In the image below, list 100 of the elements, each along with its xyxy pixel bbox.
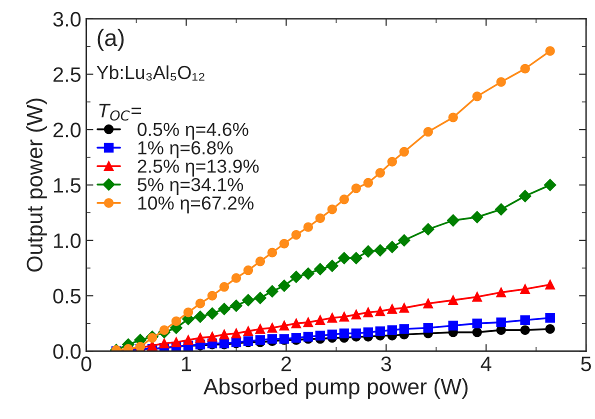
x-tick-label: 5 bbox=[581, 356, 591, 372]
point bbox=[363, 327, 374, 338]
point bbox=[243, 265, 254, 276]
point bbox=[207, 332, 218, 342]
point bbox=[327, 313, 338, 323]
legend-label: 2.5% η=13.9% bbox=[138, 160, 259, 177]
point bbox=[375, 306, 386, 316]
point bbox=[327, 204, 338, 214]
point bbox=[363, 307, 374, 318]
point bbox=[255, 324, 266, 334]
legend-label: 0.5% η=4.6% bbox=[138, 122, 248, 140]
point bbox=[545, 313, 555, 323]
point bbox=[545, 280, 555, 290]
point bbox=[171, 316, 182, 326]
point bbox=[472, 327, 482, 338]
point bbox=[147, 332, 158, 343]
x-tick-label: 4 bbox=[480, 356, 492, 372]
point bbox=[520, 315, 530, 325]
point bbox=[279, 320, 290, 331]
point bbox=[399, 303, 410, 313]
point bbox=[243, 326, 254, 336]
point bbox=[545, 324, 555, 334]
point bbox=[387, 325, 398, 335]
point bbox=[472, 318, 482, 328]
point bbox=[387, 156, 398, 167]
point bbox=[303, 332, 314, 342]
point bbox=[386, 240, 398, 254]
point bbox=[242, 294, 254, 306]
point bbox=[231, 328, 242, 338]
point bbox=[351, 328, 362, 338]
x-axis-title: Absorbed pump power (W) bbox=[203, 378, 468, 399]
point bbox=[472, 92, 482, 102]
point bbox=[472, 292, 482, 302]
point bbox=[315, 315, 326, 325]
point bbox=[291, 318, 302, 328]
point bbox=[423, 298, 433, 308]
point bbox=[496, 77, 506, 87]
legend-label: 5% η=34.1% bbox=[138, 178, 244, 195]
y-tick-label: 2.0 bbox=[54, 122, 81, 138]
point bbox=[339, 312, 350, 322]
point bbox=[351, 310, 362, 320]
point bbox=[387, 304, 398, 314]
point bbox=[448, 320, 458, 331]
point bbox=[207, 290, 218, 301]
point bbox=[448, 295, 458, 306]
point bbox=[314, 263, 326, 276]
legend-label: 10% η=67.2% bbox=[138, 196, 254, 214]
y-tick-label: 0.0 bbox=[53, 344, 81, 359]
x-tick-label: 0 bbox=[81, 356, 92, 372]
point bbox=[255, 335, 266, 345]
point bbox=[266, 285, 278, 298]
point bbox=[374, 244, 386, 256]
point bbox=[545, 46, 555, 56]
point bbox=[520, 284, 530, 294]
point bbox=[350, 252, 362, 264]
point bbox=[315, 330, 326, 340]
point bbox=[496, 317, 506, 328]
point bbox=[231, 273, 242, 283]
point bbox=[315, 213, 326, 224]
point bbox=[423, 323, 433, 333]
y-tick-label: 1.5 bbox=[54, 178, 81, 193]
point bbox=[520, 64, 530, 74]
y-tick-label: 2.5 bbox=[54, 67, 81, 82]
point bbox=[375, 168, 386, 178]
point bbox=[267, 334, 278, 344]
point bbox=[351, 183, 362, 194]
x-tick-label: 2 bbox=[281, 356, 291, 372]
point bbox=[219, 330, 230, 340]
point bbox=[195, 332, 206, 343]
point bbox=[159, 338, 170, 348]
point bbox=[267, 323, 278, 333]
point bbox=[339, 194, 350, 204]
point bbox=[183, 335, 194, 345]
x-tick-label: 3 bbox=[381, 356, 392, 372]
point bbox=[195, 298, 206, 308]
point bbox=[448, 112, 458, 122]
point bbox=[303, 317, 314, 328]
point bbox=[302, 267, 314, 280]
point bbox=[399, 146, 410, 157]
point bbox=[423, 126, 433, 137]
point bbox=[290, 270, 302, 284]
point bbox=[230, 300, 242, 312]
x-tick-label: 1 bbox=[182, 356, 192, 372]
point bbox=[495, 203, 508, 216]
legend-title: T$_{OC}$= bbox=[99, 104, 142, 121]
point bbox=[339, 328, 350, 338]
point bbox=[218, 302, 230, 316]
point bbox=[278, 280, 290, 292]
point bbox=[496, 288, 506, 298]
point bbox=[303, 222, 314, 232]
point bbox=[399, 324, 410, 334]
point bbox=[520, 325, 530, 335]
annotation: Yb:Lu₃Al₅O₁₂ bbox=[96, 65, 204, 81]
point bbox=[447, 214, 460, 227]
point bbox=[279, 238, 290, 249]
y-tick-label: 1.0 bbox=[54, 233, 81, 248]
y-axis-title: Output power (W) bbox=[26, 98, 47, 272]
point bbox=[206, 307, 218, 320]
point bbox=[519, 190, 532, 202]
point bbox=[363, 178, 374, 188]
